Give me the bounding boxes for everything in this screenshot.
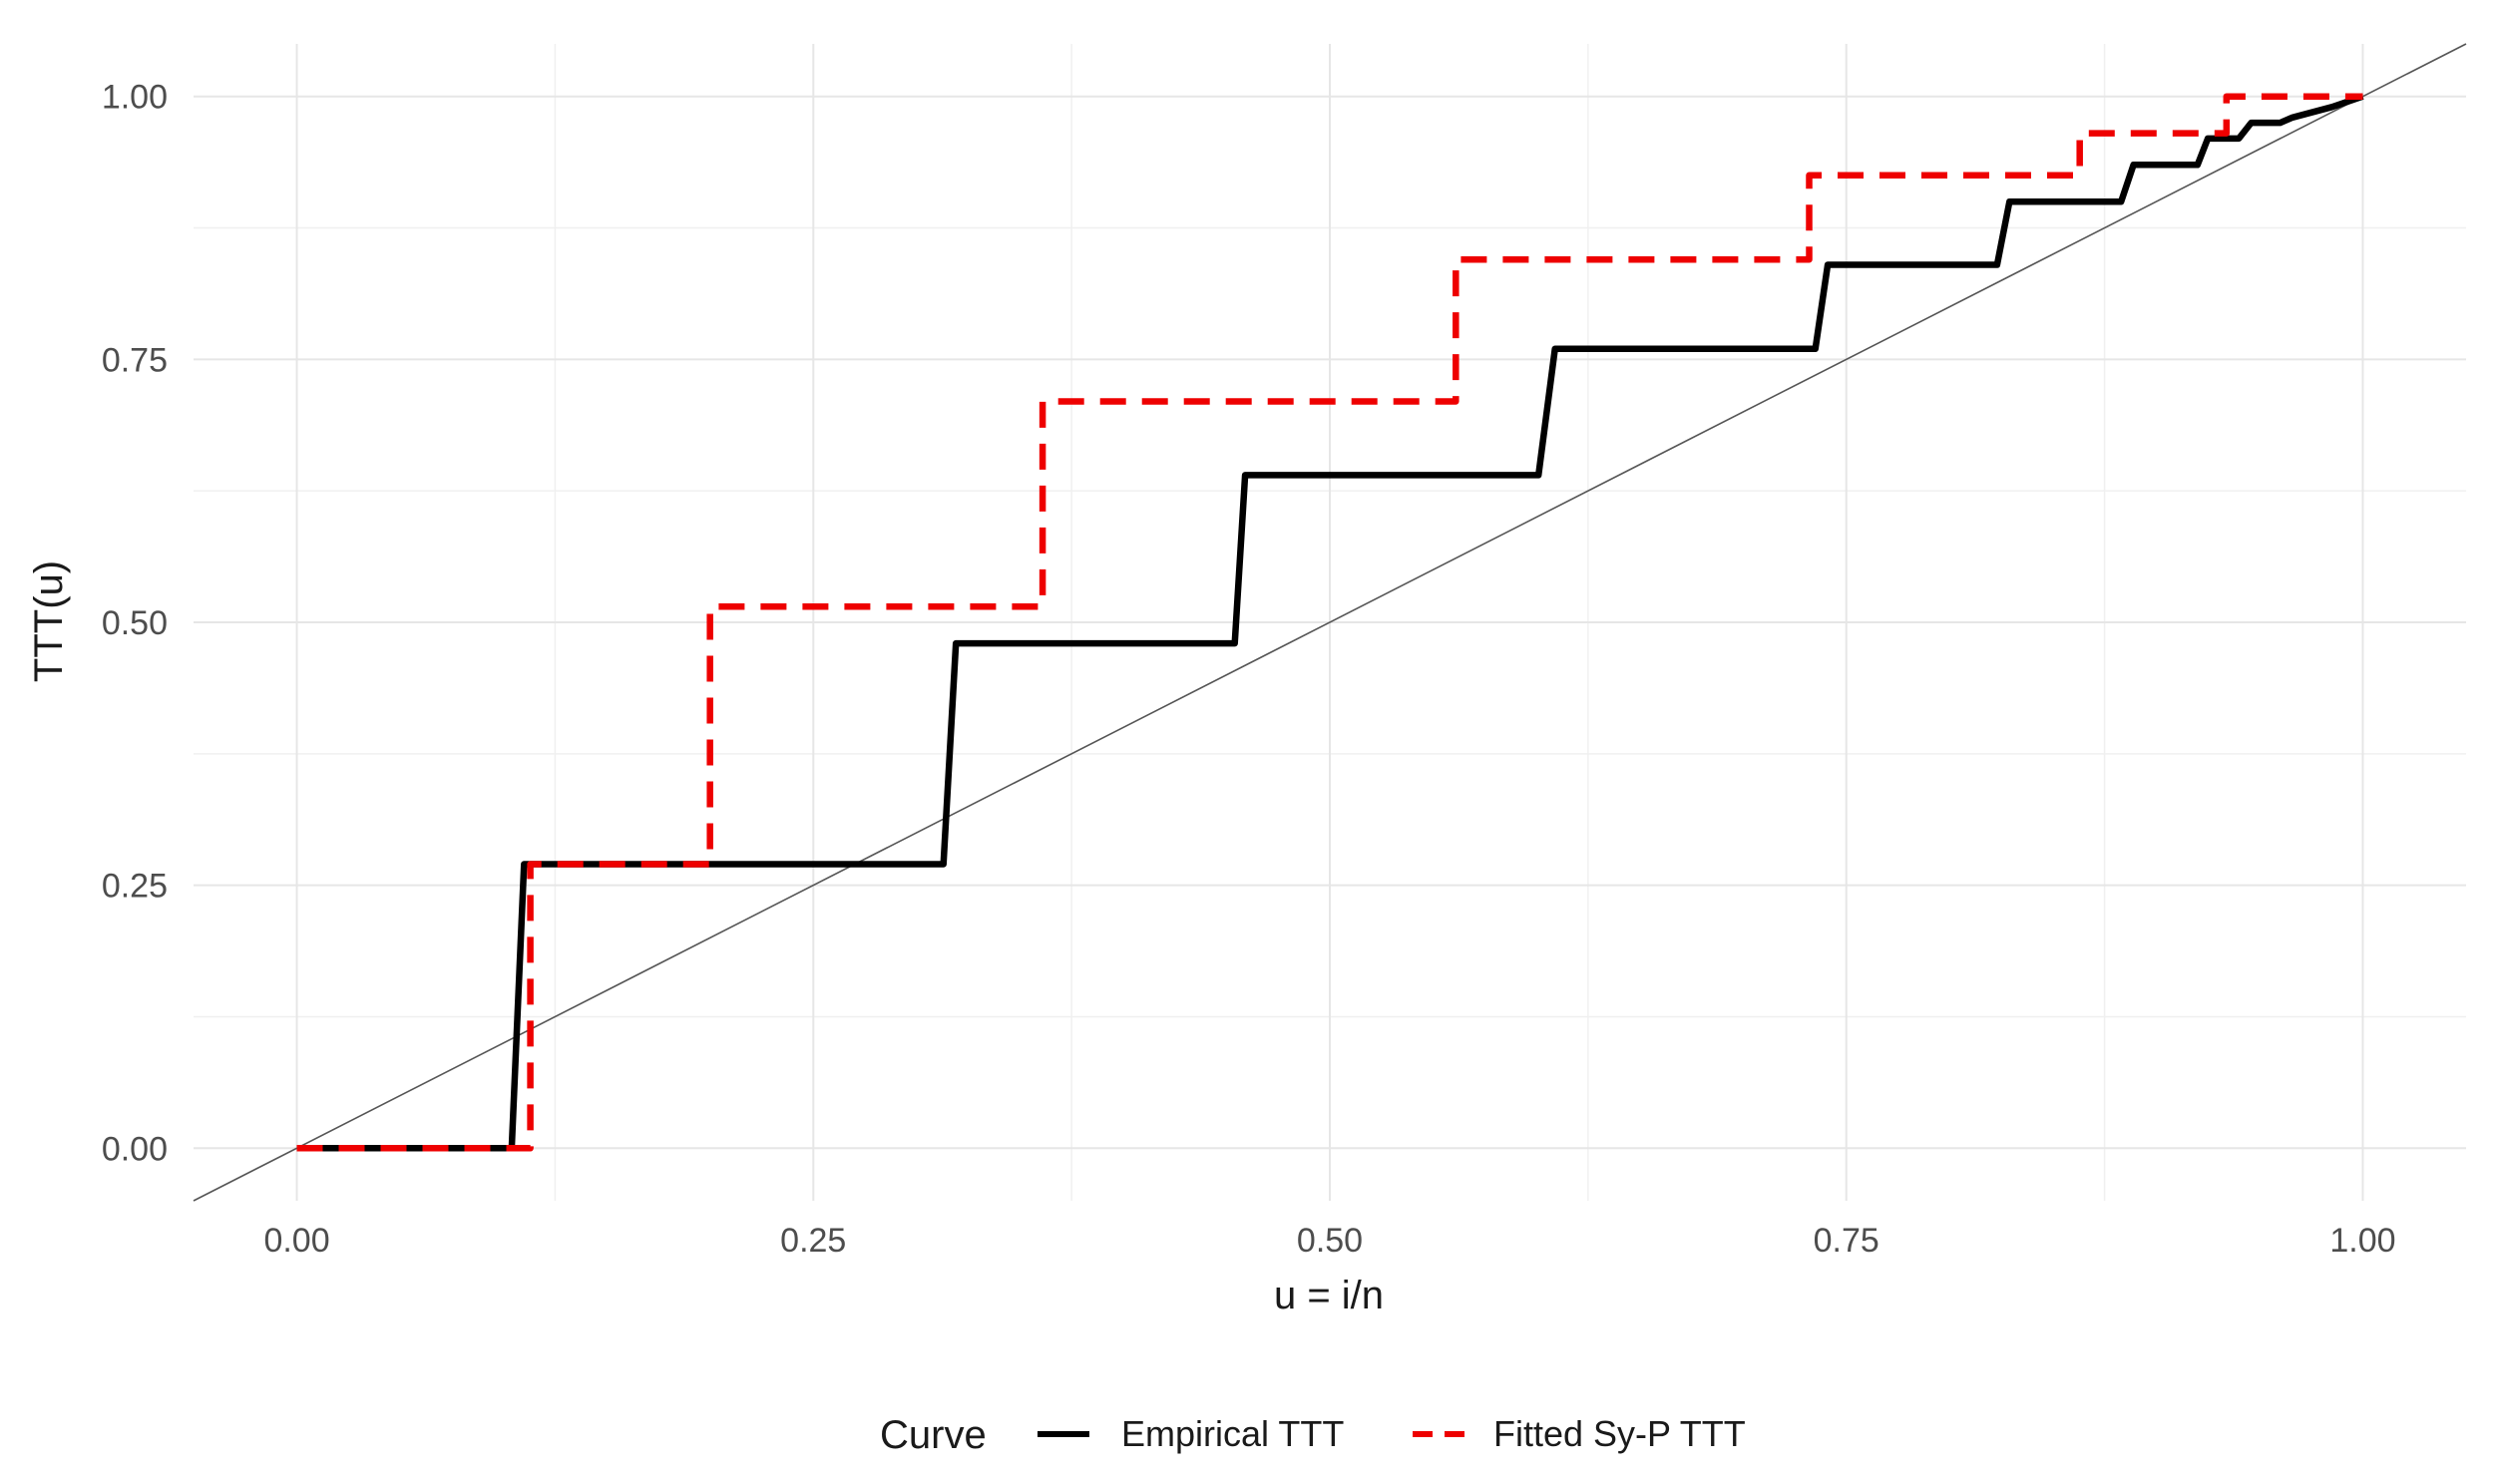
legend-label-empirical: Empirical TTT [1121,1413,1344,1454]
legend-title: Curve [880,1413,987,1457]
y-tick-labels: 0.00 0.25 0.50 0.75 1.00 [102,79,168,1169]
y-tick-label: 0.25 [102,868,168,906]
x-tick-label: 1.00 [2329,1222,2395,1260]
y-tick-label: 1.00 [102,79,168,117]
series-line-empirical-ttt [296,93,2364,1152]
x-tick-label: 0.75 [1814,1222,1879,1260]
x-tick-labels: 0.00 0.25 0.50 0.75 1.00 [263,1222,2395,1260]
series-line-fitted-sy-p-ttt [296,93,2363,1152]
reference-line-layer [193,43,2467,1202]
x-tick-label: 0.50 [1297,1222,1363,1260]
y-tick-label: 0.75 [102,341,168,379]
series-layer [296,93,2364,1152]
reference-line [193,43,2467,1202]
x-tick-label: 0.00 [263,1222,329,1260]
x-axis-title: u = i/n [1274,1274,1384,1317]
legend: Curve Empirical TTT Fitted Sy-P TTT [880,1413,1746,1457]
y-tick-label: 0.50 [102,604,168,642]
y-tick-label: 0.00 [102,1130,168,1168]
major-gridlines [194,44,2466,1201]
y-axis-title: TTT(u) [27,560,71,682]
legend-label-fitted: Fitted Sy-P TTT [1493,1413,1746,1454]
x-tick-label: 0.25 [780,1222,846,1260]
